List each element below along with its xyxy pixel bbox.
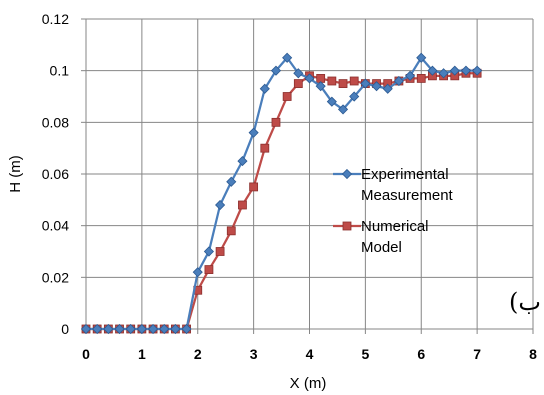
y-tick-labels: 0 0.02 0.04 0.06 0.08 0.1 0.12	[42, 11, 69, 337]
data-point	[147, 323, 159, 335]
data-point	[315, 81, 326, 92]
gridlines	[86, 18, 534, 329]
y-axis-label: H (m)	[7, 155, 24, 193]
data-point	[472, 65, 483, 76]
data-point	[293, 79, 303, 88]
y-tick-label: 0.06	[42, 166, 69, 182]
y-tick-label: 0.04	[42, 218, 69, 234]
x-tick-labels: 0 1 2 3 4 5 6 7 8	[82, 346, 537, 362]
data-point	[215, 247, 225, 256]
y-tick-label: 0.02	[42, 269, 69, 285]
panel-label: (ب	[509, 288, 541, 316]
data-point	[349, 76, 359, 86]
data-point	[249, 182, 259, 192]
data-point	[282, 52, 293, 63]
data-point	[293, 68, 304, 79]
data-point	[181, 323, 192, 335]
data-point	[405, 70, 416, 81]
series-experimental	[80, 52, 483, 335]
legend-marker	[342, 221, 352, 231]
data-point	[238, 200, 247, 210]
x-axis-label: X (m)	[290, 375, 327, 392]
x-tick-label: 1	[138, 346, 146, 362]
data-point	[326, 96, 337, 107]
legend-entry: Experimental Measurement	[333, 166, 454, 204]
data-point	[371, 81, 382, 92]
x-tick-label: 0	[82, 346, 90, 362]
data-point	[282, 92, 292, 101]
data-point	[438, 68, 449, 79]
data-point	[226, 176, 237, 187]
legend-label: Numerical	[361, 218, 429, 235]
data-point	[125, 323, 136, 335]
data-point	[114, 323, 125, 335]
data-point	[449, 65, 460, 76]
legend-label: Model	[361, 239, 402, 256]
data-point	[204, 265, 214, 274]
data-point	[337, 104, 349, 115]
data-point	[271, 117, 281, 127]
data-point	[80, 323, 92, 335]
data-point	[260, 143, 270, 153]
x-tick-label: 5	[361, 346, 369, 362]
data-point	[136, 323, 147, 335]
legend: Experimental Measurement Numerical Model	[333, 166, 454, 256]
x-tick-label: 6	[417, 346, 425, 362]
legend-entry: Numerical Model	[333, 218, 429, 256]
data-point	[427, 65, 438, 76]
data-point	[382, 83, 393, 94]
x-tick-label: 2	[194, 346, 202, 362]
data-point	[349, 91, 360, 102]
data-point	[103, 323, 114, 335]
series-layer	[80, 52, 483, 335]
y-tick-label: 0.12	[42, 11, 69, 27]
x-tick-label: 3	[250, 346, 258, 362]
data-point	[215, 199, 226, 211]
data-point	[327, 76, 337, 86]
axes	[81, 18, 534, 334]
data-point	[237, 156, 248, 167]
data-point	[304, 73, 315, 84]
data-point	[92, 323, 103, 335]
data-point	[170, 323, 181, 335]
data-point	[360, 78, 371, 89]
data-point	[338, 79, 348, 88]
data-point	[192, 267, 203, 278]
data-point	[393, 75, 404, 87]
legend-label: Experimental	[361, 166, 449, 183]
data-point	[226, 226, 236, 236]
x-tick-label: 8	[529, 346, 537, 362]
data-point	[416, 74, 426, 83]
data-point	[270, 65, 282, 76]
data-point	[416, 52, 427, 63]
y-tick-label: 0.1	[50, 63, 70, 79]
y-tick-label: 0	[61, 321, 69, 337]
data-point	[460, 65, 472, 76]
legend-marker	[341, 168, 353, 180]
data-point	[159, 323, 170, 335]
data-point	[259, 83, 270, 94]
data-point	[248, 127, 259, 138]
y-tick-label: 0.08	[42, 114, 69, 130]
x-tick-label: 4	[306, 346, 314, 362]
data-point	[203, 246, 214, 257]
x-tick-label: 7	[473, 346, 481, 362]
legend-label: Measurement	[361, 187, 454, 204]
